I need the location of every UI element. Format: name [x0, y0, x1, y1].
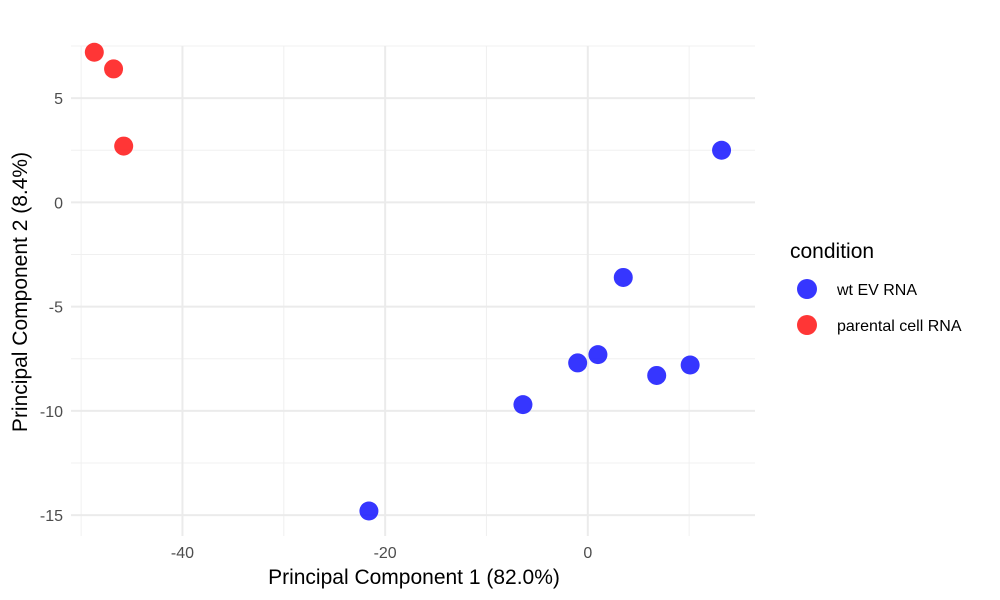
data-points — [84, 42, 732, 521]
data-point — [588, 345, 608, 365]
y-tick-label: -5 — [49, 300, 63, 317]
y-tick-label: -10 — [40, 404, 63, 421]
data-point — [104, 59, 124, 79]
data-point — [712, 140, 732, 160]
data-point — [647, 365, 667, 385]
x-tick-label: 0 — [583, 545, 592, 562]
data-point — [114, 136, 134, 156]
grid-major — [71, 46, 755, 536]
y-axis-title: Principal Component 2 (8.4%) — [9, 152, 32, 432]
data-point — [359, 501, 379, 521]
legend-label: wt EV RNA — [836, 282, 917, 299]
x-axis-title: Principal Component 1 (82.0%) — [268, 566, 560, 589]
grid-minor — [71, 45, 755, 536]
x-axis-ticks: -40 -20 0 — [171, 545, 592, 562]
legend-items: wt EV RNA parental cell RNA — [797, 279, 962, 335]
legend-title: condition — [790, 240, 874, 263]
legend-key — [797, 315, 817, 335]
data-point — [568, 353, 588, 373]
y-axis-ticks: 5 0 -5 -10 -15 — [40, 91, 63, 525]
y-tick-label: 5 — [54, 91, 63, 108]
y-tick-label: -15 — [40, 508, 63, 525]
data-point — [613, 267, 633, 287]
x-tick-label: -40 — [171, 545, 194, 562]
data-point — [680, 355, 700, 375]
legend-key — [797, 279, 817, 299]
x-tick-label: -20 — [374, 545, 397, 562]
y-tick-label: 0 — [54, 195, 63, 212]
data-point — [513, 395, 533, 415]
data-point — [84, 42, 104, 62]
plot-panel — [71, 42, 755, 536]
legend-label: parental cell RNA — [837, 318, 962, 335]
legend: condition wt EV RNA parental cell RNA — [790, 240, 962, 335]
